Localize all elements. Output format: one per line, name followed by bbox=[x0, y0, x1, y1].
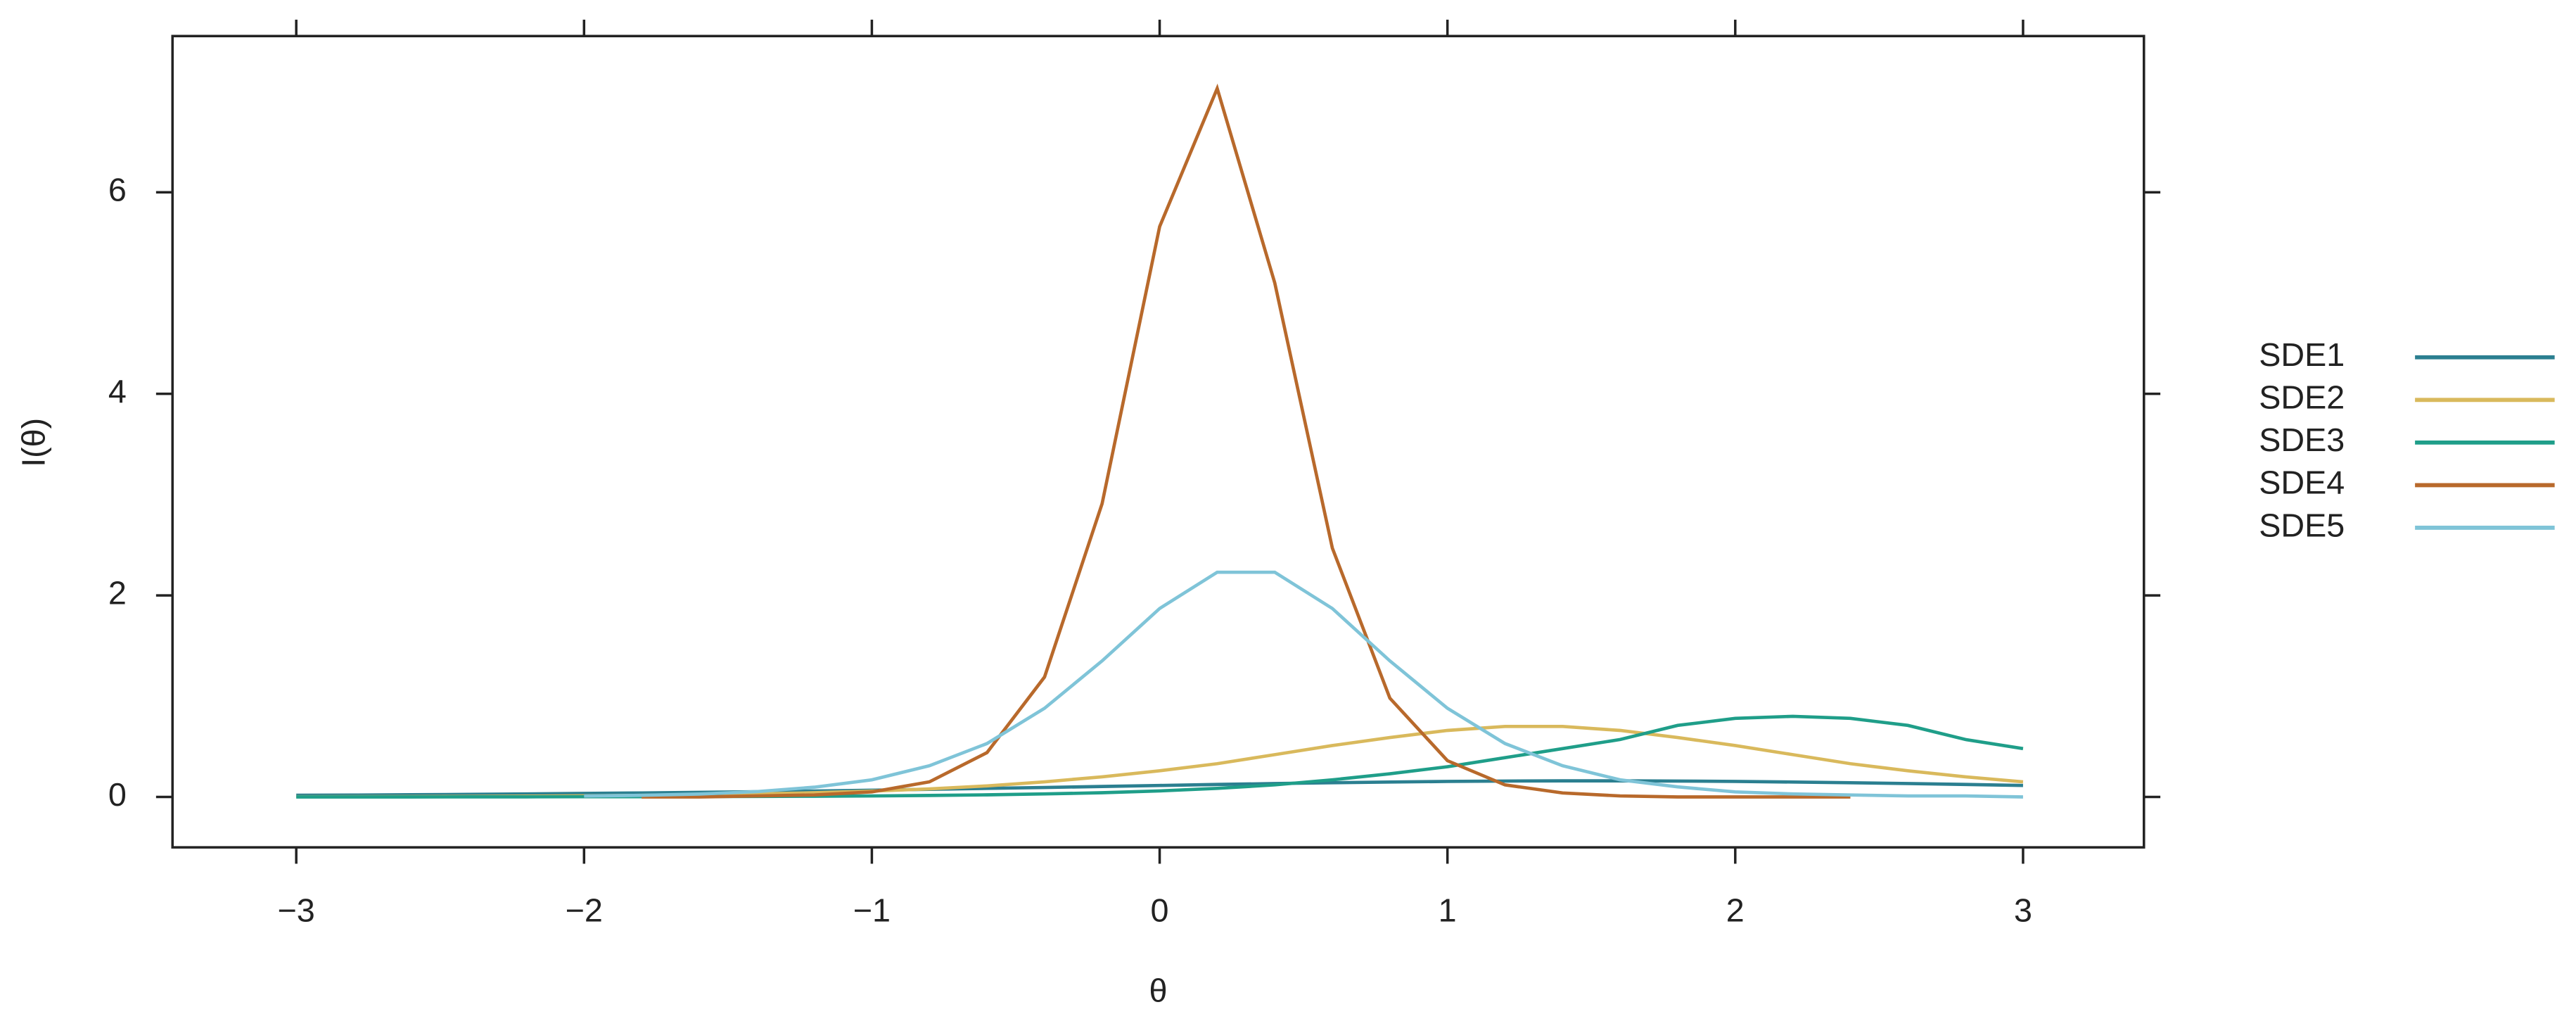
plot-frame bbox=[171, 34, 2145, 849]
series-line bbox=[296, 714, 2024, 799]
legend-label: SDE2 bbox=[2259, 379, 2345, 416]
legend-label: SDE4 bbox=[2259, 464, 2345, 501]
legend-label: SDE3 bbox=[2259, 422, 2345, 458]
x-tick-label: −2 bbox=[566, 892, 603, 929]
y-tick-label: 2 bbox=[108, 574, 127, 611]
series-line bbox=[584, 570, 2023, 799]
x-tick-label: −1 bbox=[853, 892, 891, 929]
legend-label: SDE5 bbox=[2259, 507, 2345, 543]
x-tick-label: 0 bbox=[1151, 892, 1169, 929]
y-tick-label: 4 bbox=[108, 373, 127, 410]
y-tick-label: 0 bbox=[108, 776, 127, 813]
series-line bbox=[296, 779, 2023, 797]
x-axis-label: θ bbox=[1149, 973, 1168, 1009]
x-tick-label: 1 bbox=[1439, 892, 1457, 929]
series-line bbox=[642, 83, 1851, 799]
x-tick-label: −3 bbox=[278, 892, 315, 929]
y-tick-label: 6 bbox=[108, 172, 127, 208]
x-tick-label: 2 bbox=[1726, 892, 1745, 929]
x-tick-label: 3 bbox=[2014, 892, 2032, 929]
legend-label: SDE1 bbox=[2259, 336, 2345, 373]
y-axis-label: I(θ) bbox=[15, 418, 52, 467]
